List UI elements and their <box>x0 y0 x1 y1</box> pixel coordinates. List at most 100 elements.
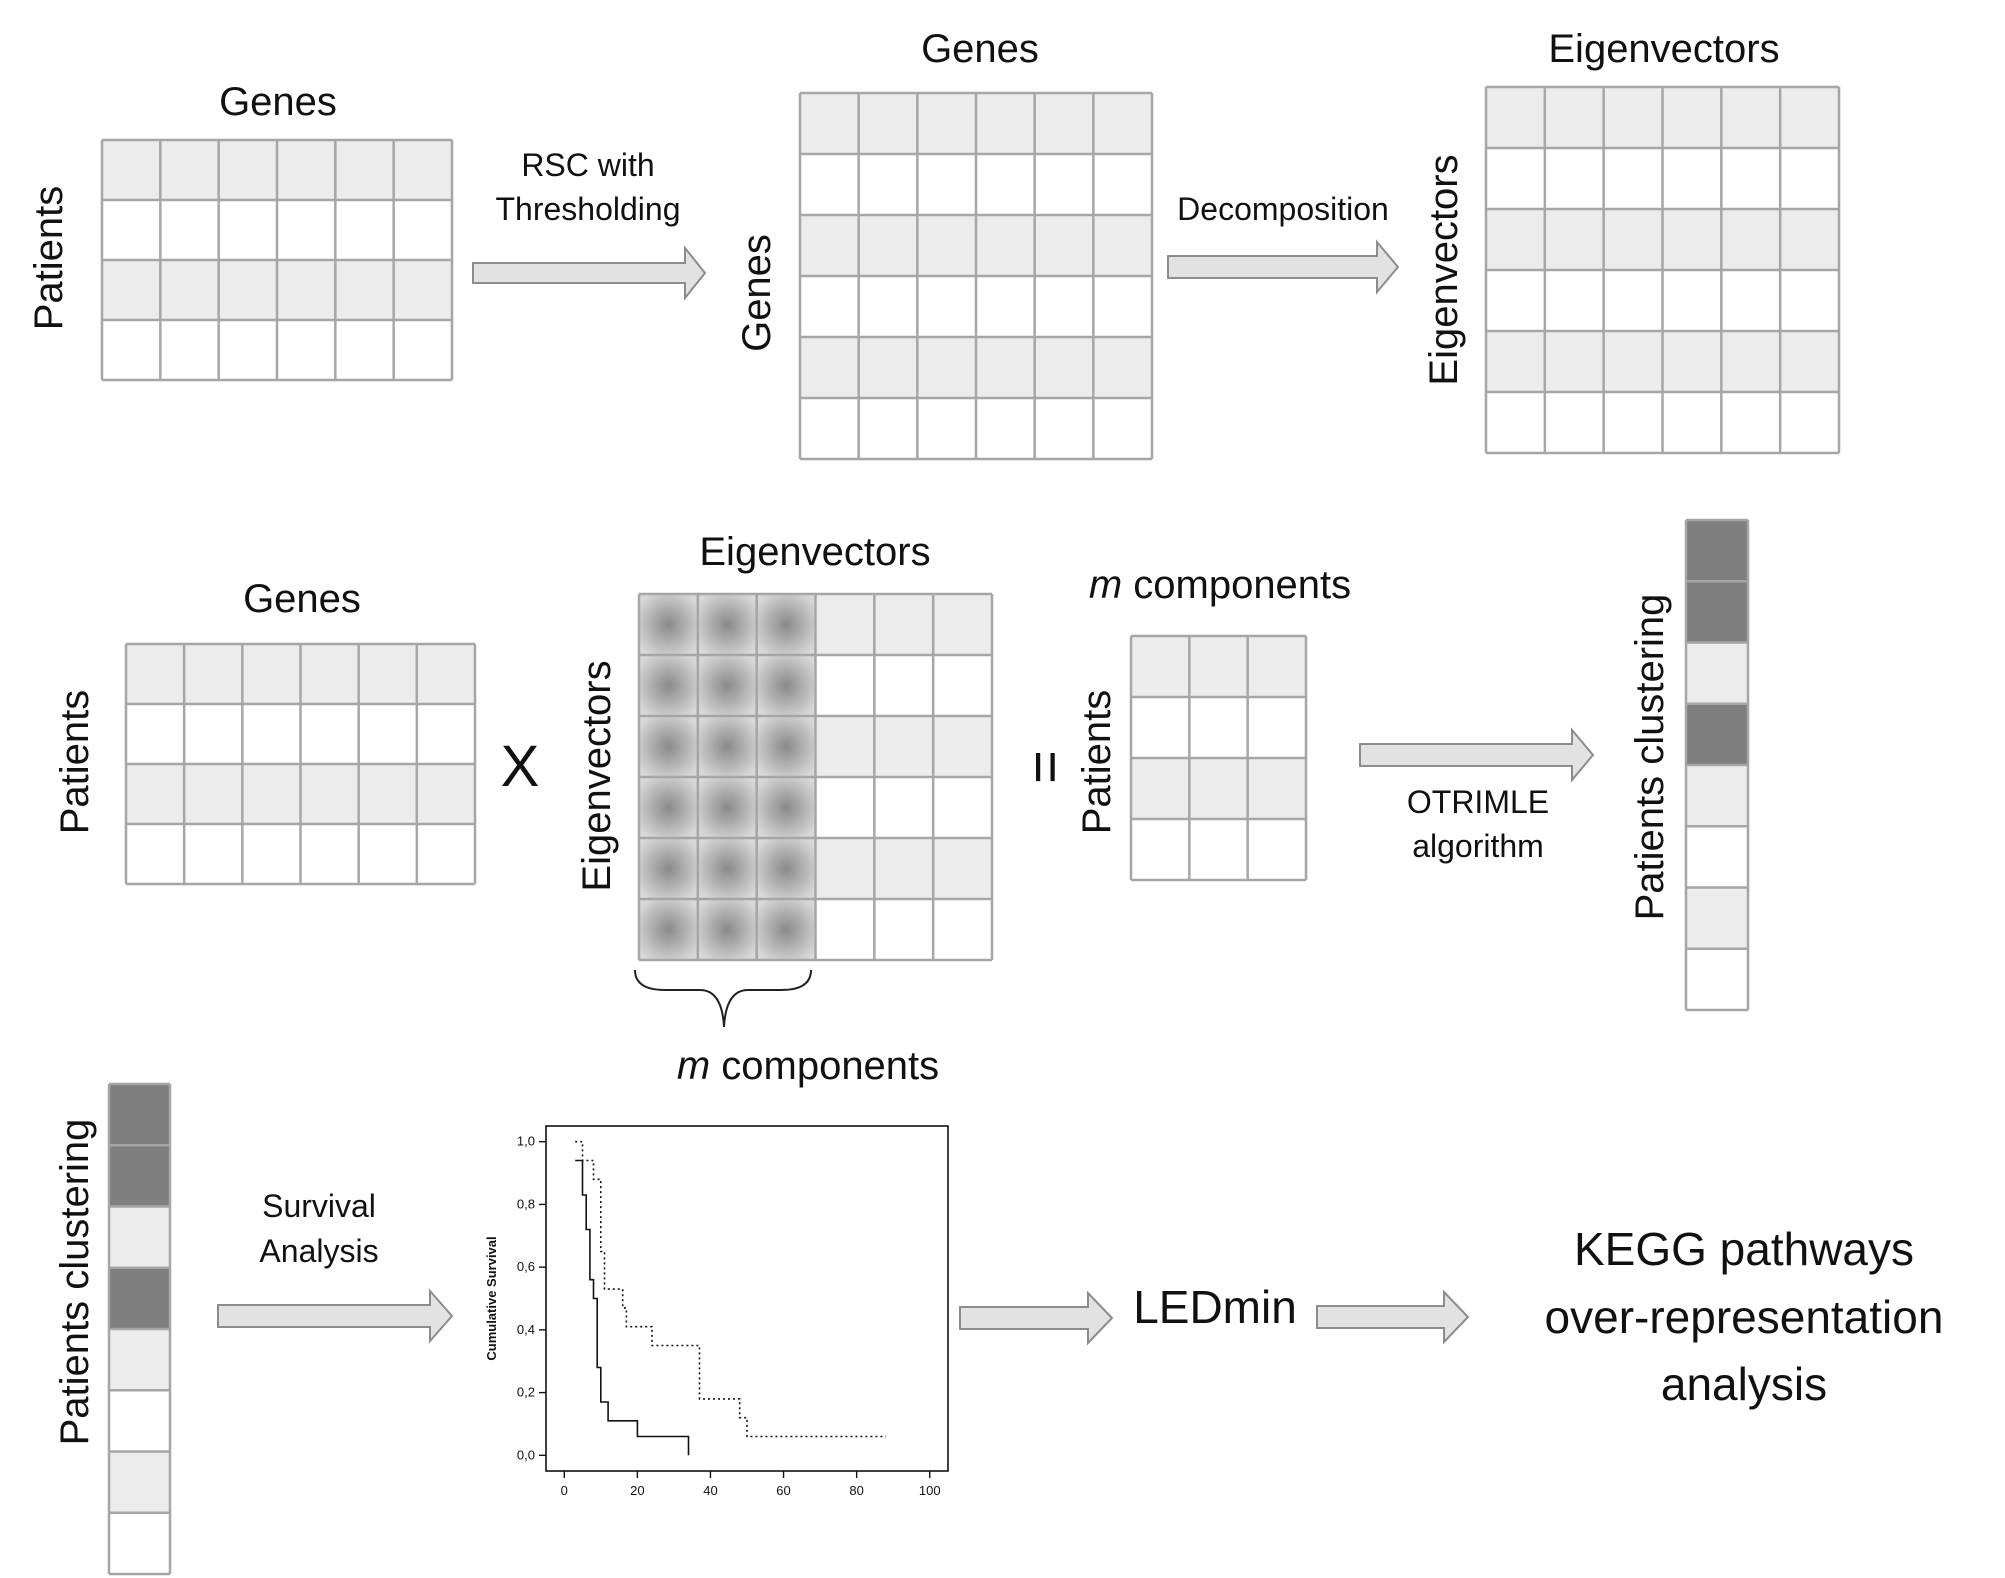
projected-matrix <box>1129 634 1308 882</box>
matrix-cell <box>277 140 336 200</box>
matrix-cell <box>1544 392 1604 453</box>
matrix-cell <box>335 200 394 260</box>
matrix-cell <box>1131 636 1190 697</box>
survival-chart: 0 20 40 60 80 100 0,0 0,2 0,4 0,6 0,8 1,0 Cumulative… <box>484 1125 949 1498</box>
matrix-cell <box>1131 819 1190 880</box>
matrix-cell <box>1247 697 1306 758</box>
matrix-cell <box>874 777 934 838</box>
matrix-cell <box>109 1512 170 1574</box>
multiply-sign: X <box>501 734 540 799</box>
matrix-cell <box>126 824 185 884</box>
matrix-cell <box>1486 209 1545 270</box>
matrix-cell <box>858 337 918 398</box>
arrow-to-kegg <box>1316 1289 1470 1345</box>
matrix-cell <box>1034 276 1094 337</box>
matrix-cell <box>1662 392 1722 453</box>
matrix-cell <box>756 838 816 899</box>
matrix-cell <box>1544 270 1604 331</box>
matrix-cell <box>800 93 859 154</box>
matrix-cell <box>1662 331 1722 392</box>
matrix-cell <box>126 704 185 764</box>
gene-matrix-genes-label: Genes <box>921 27 1039 71</box>
matrix-cell <box>184 824 243 884</box>
matrix-cell <box>933 655 992 716</box>
eigenvector-matrix-side-label: Eigenvectors <box>1422 154 1466 385</box>
matrix-cell <box>874 838 934 899</box>
matrix-cell <box>917 215 976 276</box>
decomposition-label: Decomposition <box>1177 191 1389 227</box>
patient-clustering-column-bottom <box>107 1082 172 1576</box>
gene-similarity-matrix <box>798 91 1154 461</box>
matrix-cell <box>800 398 859 459</box>
matrix-cell <box>416 824 475 884</box>
selected-eigenvector-matrix <box>637 592 994 962</box>
y-tick-label: 0,0 <box>517 1447 535 1462</box>
chart-frame <box>545 1125 949 1472</box>
matrix-cell <box>1131 758 1190 819</box>
matrix-cell <box>1544 87 1604 148</box>
matrix-cell <box>1780 209 1839 270</box>
matrix-cell <box>858 215 918 276</box>
matrix-cell <box>1486 392 1545 453</box>
matrix-cell <box>917 276 976 337</box>
matrix-cell <box>874 716 934 777</box>
matrix-cell <box>639 655 698 716</box>
matrix-cell <box>639 716 698 777</box>
matrix-cell <box>1721 270 1781 331</box>
selected-eigenvector-top-label: Eigenvectors <box>699 530 930 574</box>
matrix-cell <box>242 644 301 704</box>
survival-label-line2: Analysis <box>259 1233 378 1269</box>
matrix-cell <box>102 140 161 200</box>
matrix-cell <box>300 704 359 764</box>
matrix-cell <box>1247 758 1306 819</box>
matrix-cell <box>1686 642 1748 704</box>
matrix-cell <box>858 93 918 154</box>
matrix-cell <box>1189 636 1248 697</box>
matrix-cell <box>976 93 1035 154</box>
y-tick-label: 1,0 <box>517 1134 535 1149</box>
kegg-label-line3: analysis <box>1661 1358 1827 1410</box>
y-tick-label: 0,4 <box>517 1322 535 1337</box>
matrix-cell <box>1721 209 1781 270</box>
matrix-cell <box>933 899 992 960</box>
patient-clustering-top-label: Patients clustering <box>1628 594 1672 921</box>
matrix-cell <box>393 200 452 260</box>
kegg-label-line1: KEGG pathways <box>1574 1223 1914 1275</box>
matrix-cell <box>1247 819 1306 880</box>
otrimle-label-line1: OTRIMLE <box>1407 784 1549 820</box>
matrix-cell <box>109 1145 170 1207</box>
matrix-cell <box>1486 148 1545 209</box>
matrix-cell <box>815 838 875 899</box>
matrix-cell <box>697 899 757 960</box>
y-tick-label: 0,2 <box>517 1385 535 1400</box>
matrix-cell <box>300 824 359 884</box>
matrix-cell <box>976 276 1035 337</box>
matrix-cell <box>416 644 475 704</box>
ledmin-label: LEDmin <box>1133 1281 1297 1333</box>
matrix-cell <box>1686 520 1748 582</box>
matrix-cell <box>1662 270 1722 331</box>
matrix-cell <box>300 764 359 824</box>
matrix-cell <box>160 140 219 200</box>
rsc-label-line1: RSC with <box>521 147 654 183</box>
y-axis-label: Cumulative Survival <box>484 1236 499 1360</box>
matrix-cell <box>358 824 417 884</box>
arrow-survival <box>217 1288 454 1344</box>
gene-matrix-genes-side-label: Genes <box>735 234 779 352</box>
matrix-cell <box>160 260 219 320</box>
matrix-cell <box>1189 819 1248 880</box>
matrix-cell <box>416 764 475 824</box>
matrix-cell <box>800 337 859 398</box>
matrix-cell <box>1662 209 1722 270</box>
matrix-cell <box>1544 331 1604 392</box>
matrix-cell <box>1780 270 1839 331</box>
x-tick-label: 0 <box>561 1483 568 1498</box>
patient-gene-matrix <box>124 642 477 886</box>
matrix-cell <box>639 594 698 655</box>
matrix-cell <box>874 594 934 655</box>
matrix-cell <box>697 594 757 655</box>
matrix-cell <box>102 260 161 320</box>
matrix-cell <box>697 838 757 899</box>
matrix-cell <box>1603 270 1663 331</box>
